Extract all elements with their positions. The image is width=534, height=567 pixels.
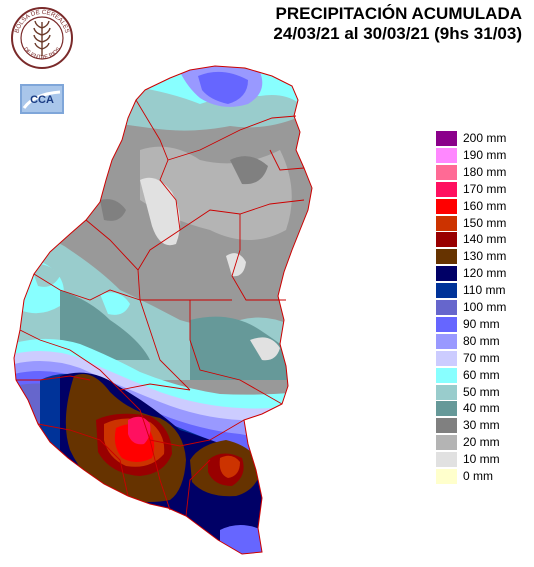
legend-item: 120 mm bbox=[436, 266, 534, 282]
legend-item: 50 mm bbox=[436, 384, 534, 400]
legend-label: 10 mm bbox=[463, 452, 500, 467]
legend-item: 60 mm bbox=[436, 367, 534, 383]
department-boundaries bbox=[16, 99, 305, 517]
legend-label: 120 mm bbox=[463, 266, 507, 281]
legend-label: 160 mm bbox=[463, 198, 507, 213]
legend-label: 150 mm bbox=[463, 215, 507, 230]
legend-item: 20 mm bbox=[436, 435, 534, 451]
legend-swatch bbox=[436, 316, 457, 332]
legend-item: 40 mm bbox=[436, 401, 534, 417]
legend-item: 30 mm bbox=[436, 418, 534, 434]
legend-label: 180 mm bbox=[463, 164, 507, 179]
legend-item: 200 mm bbox=[436, 131, 534, 146]
legend-label: 30 mm bbox=[463, 418, 500, 433]
legend-item: 170 mm bbox=[436, 181, 534, 197]
legend-label: 90 mm bbox=[463, 316, 500, 331]
legend-item: 180 mm bbox=[436, 164, 534, 180]
legend-swatch bbox=[436, 435, 457, 451]
legend-label: 100 mm bbox=[463, 300, 507, 314]
map-title-block: PRECIPITACIÓN ACUMULADA 24/03/21 al 30/0… bbox=[273, 4, 522, 44]
legend-swatch bbox=[436, 452, 457, 468]
legend-swatch bbox=[436, 181, 457, 197]
legend-swatch bbox=[436, 147, 457, 163]
legend-swatch bbox=[436, 266, 457, 282]
legend-swatch bbox=[436, 418, 457, 434]
legend-item: 70 mm bbox=[436, 350, 534, 366]
legend-item: 90 mm bbox=[436, 316, 534, 332]
legend-swatch bbox=[436, 333, 457, 349]
legend-item: 140 mm bbox=[436, 232, 534, 248]
legend-item: 10 mm bbox=[436, 452, 534, 468]
legend-label: 190 mm bbox=[463, 147, 507, 162]
precipitation-fill bbox=[14, 66, 312, 554]
legend-label: 170 mm bbox=[463, 181, 507, 196]
legend-label: 20 mm bbox=[463, 435, 500, 450]
legend-label: 40 mm bbox=[463, 401, 500, 416]
legend-swatch bbox=[436, 198, 457, 214]
legend-label: 70 mm bbox=[463, 350, 500, 365]
legend-item: 190 mm bbox=[436, 147, 534, 163]
legend-label: 140 mm bbox=[463, 232, 507, 247]
legend-label: 0 mm bbox=[463, 469, 493, 483]
legend-swatch bbox=[436, 384, 457, 400]
legend-label: 60 mm bbox=[463, 367, 500, 382]
legend-swatch bbox=[436, 283, 457, 299]
legend-swatch bbox=[436, 232, 457, 248]
legend-item: 80 mm bbox=[436, 333, 534, 349]
legend-swatch bbox=[436, 249, 457, 265]
map-title: PRECIPITACIÓN ACUMULADA bbox=[275, 4, 523, 23]
legend-swatch bbox=[436, 164, 457, 180]
legend-label: 80 mm bbox=[463, 333, 500, 348]
legend-item: 100 mm bbox=[436, 300, 534, 315]
map-period: 24/03/21 al 30/03/21 (9hs 31/03) bbox=[273, 24, 522, 43]
legend-label: 130 mm bbox=[463, 249, 507, 264]
legend-swatch bbox=[436, 367, 457, 383]
legend-label: 110 mm bbox=[463, 283, 506, 298]
legend-swatch bbox=[436, 350, 457, 366]
legend-swatch bbox=[436, 401, 457, 417]
legend-item: 0 mm bbox=[436, 469, 534, 484]
legend-swatch bbox=[436, 300, 457, 315]
province-outline bbox=[13, 65, 313, 555]
bolsa-cereales-seal-logo: BOLSA DE CEREALES DE ENTRE RIOS bbox=[11, 7, 73, 69]
legend-swatch bbox=[436, 131, 457, 146]
legend-item: 160 mm bbox=[436, 198, 534, 214]
legend-item: 150 mm bbox=[436, 215, 534, 231]
legend-swatch bbox=[436, 469, 457, 484]
legend-label: 50 mm bbox=[463, 384, 500, 399]
cca-logo: CCA bbox=[20, 84, 64, 114]
legend-label: 200 mm bbox=[463, 131, 507, 145]
legend-swatch bbox=[436, 215, 457, 231]
cca-logo-text: CCA bbox=[30, 94, 54, 106]
legend-item: 110 mm bbox=[436, 283, 534, 299]
legend-item: 130 mm bbox=[436, 249, 534, 265]
